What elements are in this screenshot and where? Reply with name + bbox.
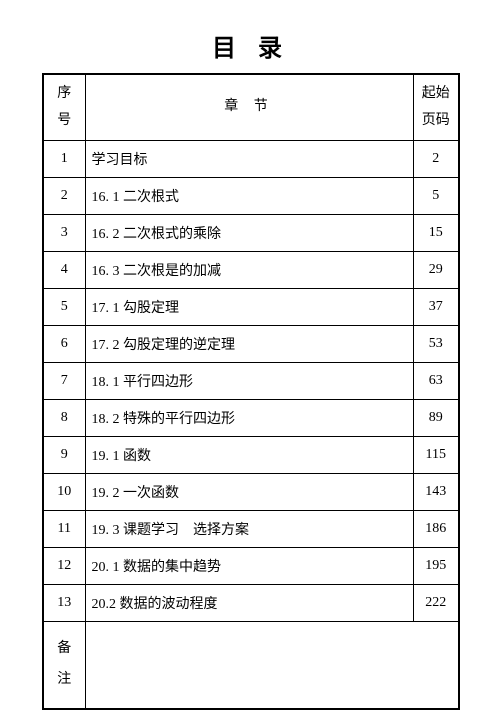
cell-chapter: 16. 1 二次根式 — [85, 178, 413, 215]
cell-chapter: 学习目标 — [85, 141, 413, 178]
table-header-row: 序号 章 节 起始页码 — [43, 74, 459, 141]
table-row: 517. 1 勾股定理37 — [43, 289, 459, 326]
table-row: 1019. 2 一次函数143 — [43, 474, 459, 511]
table-row: 919. 1 函数115 — [43, 437, 459, 474]
cell-chapter: 17. 2 勾股定理的逆定理 — [85, 326, 413, 363]
table-row: 216. 1 二次根式5 — [43, 178, 459, 215]
cell-chapter: 20.2 数据的波动程度 — [85, 585, 413, 622]
cell-chapter: 19. 3 课题学习 选择方案 — [85, 511, 413, 548]
cell-chapter: 16. 3 二次根是的加减 — [85, 252, 413, 289]
notes-label: 备注 — [43, 622, 85, 709]
table-row: 416. 3 二次根是的加减29 — [43, 252, 459, 289]
cell-num: 9 — [43, 437, 85, 474]
cell-page: 222 — [413, 585, 459, 622]
cell-num: 10 — [43, 474, 85, 511]
cell-chapter: 19. 1 函数 — [85, 437, 413, 474]
toc-table: 序号 章 节 起始页码 1学习目标2 216. 1 二次根式5 316. 2 二… — [42, 73, 460, 710]
cell-num: 11 — [43, 511, 85, 548]
cell-num: 6 — [43, 326, 85, 363]
cell-page: 2 — [413, 141, 459, 178]
cell-page: 53 — [413, 326, 459, 363]
cell-page: 37 — [413, 289, 459, 326]
cell-chapter: 18. 2 特殊的平行四边形 — [85, 400, 413, 437]
table-row: 1119. 3 课题学习 选择方案186 — [43, 511, 459, 548]
cell-page: 63 — [413, 363, 459, 400]
table-body: 1学习目标2 216. 1 二次根式5 316. 2 二次根式的乘除15 416… — [43, 141, 459, 709]
cell-num: 5 — [43, 289, 85, 326]
cell-chapter: 17. 1 勾股定理 — [85, 289, 413, 326]
cell-page: 186 — [413, 511, 459, 548]
page-title: 目 录 — [42, 28, 460, 63]
cell-chapter: 18. 1 平行四边形 — [85, 363, 413, 400]
cell-page: 29 — [413, 252, 459, 289]
cell-num: 13 — [43, 585, 85, 622]
cell-num: 2 — [43, 178, 85, 215]
notes-body — [85, 622, 459, 709]
table-row: 1220. 1 数据的集中趋势195 — [43, 548, 459, 585]
table-row: 1学习目标2 — [43, 141, 459, 178]
cell-num: 4 — [43, 252, 85, 289]
notes-row: 备注 — [43, 622, 459, 709]
header-chapter: 章 节 — [85, 74, 413, 141]
cell-page: 195 — [413, 548, 459, 585]
table-row: 818. 2 特殊的平行四边形89 — [43, 400, 459, 437]
cell-page: 143 — [413, 474, 459, 511]
cell-page: 115 — [413, 437, 459, 474]
cell-num: 3 — [43, 215, 85, 252]
cell-page: 89 — [413, 400, 459, 437]
cell-chapter: 19. 2 一次函数 — [85, 474, 413, 511]
table-row: 617. 2 勾股定理的逆定理53 — [43, 326, 459, 363]
cell-num: 12 — [43, 548, 85, 585]
cell-chapter: 20. 1 数据的集中趋势 — [85, 548, 413, 585]
cell-num: 1 — [43, 141, 85, 178]
cell-num: 7 — [43, 363, 85, 400]
header-num: 序号 — [43, 74, 85, 141]
table-row: 1320.2 数据的波动程度222 — [43, 585, 459, 622]
table-row: 718. 1 平行四边形63 — [43, 363, 459, 400]
cell-page: 15 — [413, 215, 459, 252]
cell-page: 5 — [413, 178, 459, 215]
cell-chapter: 16. 2 二次根式的乘除 — [85, 215, 413, 252]
cell-num: 8 — [43, 400, 85, 437]
header-page: 起始页码 — [413, 74, 459, 141]
table-row: 316. 2 二次根式的乘除15 — [43, 215, 459, 252]
